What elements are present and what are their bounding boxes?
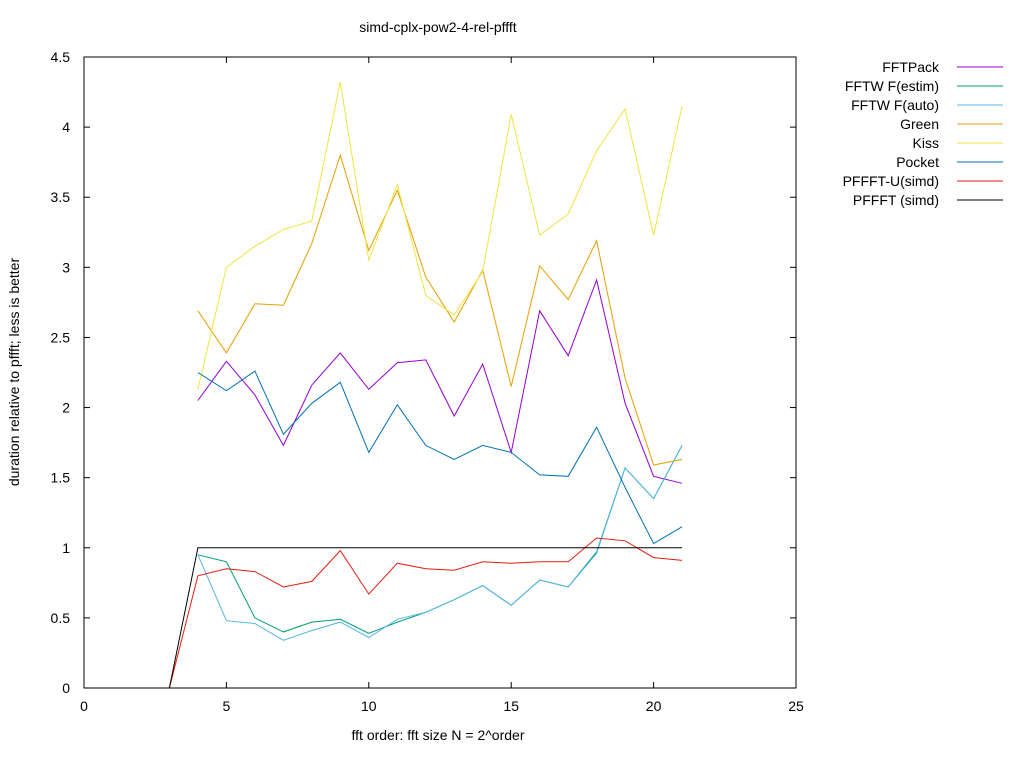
x-tick-label: 25 [788,698,804,714]
series-line-pffft-simd [168,547,683,689]
legend-label: Pocket [896,154,939,170]
legend-label: PFFFT-U(simd) [843,173,939,189]
series-line-pffft-u-simd [168,537,683,689]
series-line-fftpack [197,278,683,484]
legend-label: FFTPack [882,59,940,75]
legend-label: Green [900,116,939,132]
y-tick-label: 3 [62,259,70,275]
y-tick-label: 1.5 [51,470,71,486]
plot-lines [168,82,683,689]
x-axis: 0 5 10 15 20 25 [80,57,804,714]
x-tick-label: 15 [503,698,519,714]
chart-title: simd-cplx-pow2-4-rel-pffft [359,19,517,35]
series-line-kiss [197,82,683,390]
x-tick-label: 10 [361,698,377,714]
y-axis: 0 0.5 1 1.5 2 2.5 3 3.5 4 4.5 [51,49,796,696]
y-tick-label: 2 [62,400,70,416]
x-tick-label: 0 [80,698,88,714]
y-tick-label: 1 [62,540,70,556]
legend-label: PFFFT (simd) [853,192,939,208]
legend: FFTPack FFTW F(estim) FFTW F(auto) Green Kis… [843,59,1003,208]
legend-label: FFTW F(estim) [845,78,939,94]
series-line-pocket [197,370,683,545]
y-tick-label: 3.5 [51,189,71,205]
y-tick-label: 2.5 [51,329,71,345]
series-line-green [197,153,683,466]
legend-label: Kiss [913,135,939,151]
x-tick-label: 20 [646,698,662,714]
y-tick-label: 0.5 [51,610,71,626]
y-tick-label: 0 [62,680,70,696]
plot-frame [83,56,797,689]
y-axis-label: duration relative to pffft; less is bett… [6,258,22,487]
y-tick-label: 4.5 [51,49,71,65]
legend-label: FFTW F(auto) [851,97,939,113]
series-line-fftw-f-auto [197,445,683,641]
x-axis-label: fft order: fft size N = 2^order [352,727,525,743]
y-tick-label: 4 [62,119,70,135]
x-tick-label: 5 [223,698,231,714]
